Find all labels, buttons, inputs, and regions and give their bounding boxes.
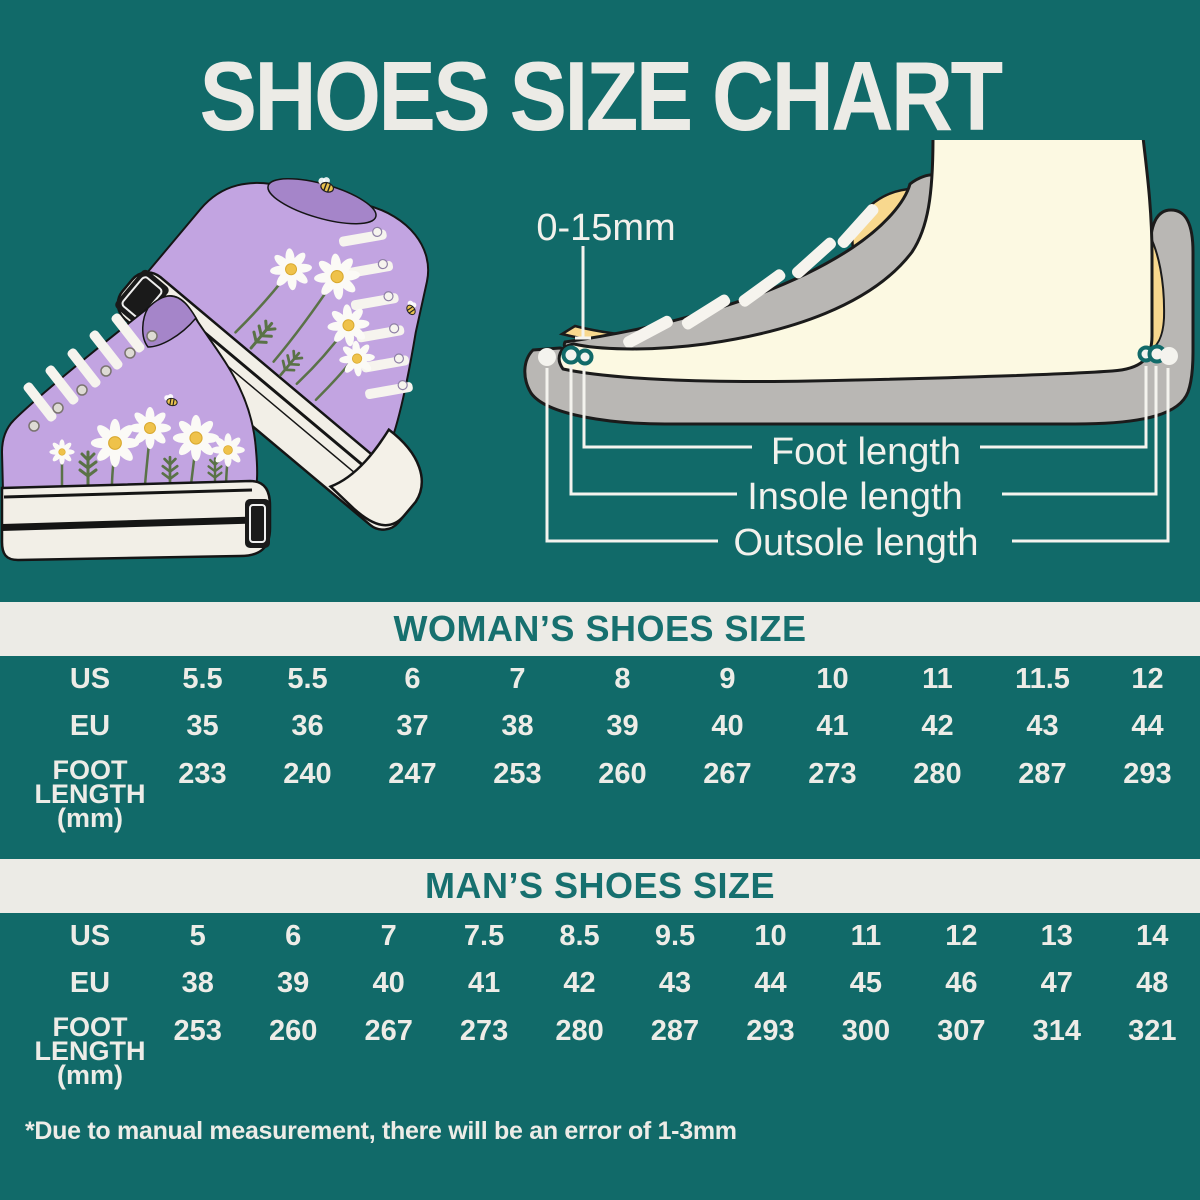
size-value: 314 [1032, 1015, 1081, 1047]
size-value: 260 [268, 1015, 318, 1047]
size-value: 8 [614, 663, 631, 695]
size-value: 5.5 [182, 663, 223, 695]
size-value: 44 [1131, 710, 1164, 742]
size-value: 287 [1018, 758, 1067, 790]
foot-measurement-diagram [523, 140, 1195, 543]
woman-table-title: WOMAN’S SHOES SIZE [393, 608, 807, 649]
size-value: 233 [178, 758, 227, 790]
size-value: 253 [173, 1015, 222, 1047]
size-table-row: EU 38 39 40 41 42 43 44 45 46 47 48 [0, 960, 1200, 1007]
row-label: US [69, 663, 111, 695]
size-value: 37 [396, 710, 429, 742]
size-value: 42 [921, 710, 954, 742]
size-value: 11 [850, 920, 882, 952]
measurement-dots [538, 344, 1178, 366]
size-value: 45 [849, 967, 883, 999]
size-value: 42 [563, 967, 596, 999]
size-value: 35 [186, 710, 219, 742]
size-value: 260 [598, 758, 647, 790]
size-value: 5.5 [287, 663, 328, 695]
size-value: 5 [189, 920, 206, 952]
row-label: EU [69, 967, 111, 999]
size-table-row: US 5.5 5.5 6 7 8 9 10 11 11.5 12 [0, 656, 1200, 703]
size-value: 7 [509, 663, 526, 695]
size-value: 44 [754, 967, 787, 999]
size-value: 14 [1136, 920, 1169, 952]
size-table-row: US 5 6 7 7.5 8.5 9.5 10 11 12 13 14 [0, 913, 1200, 960]
woman-size-table: US 5.5 5.5 6 7 8 9 10 11 11.5 12 EU 35 36 37 38 39 40 41 42… [0, 656, 1200, 850]
measurement-disclaimer: *Due to manual measurement, there will b… [25, 1117, 737, 1145]
size-value: 43 [658, 967, 692, 999]
row-label: US [69, 920, 111, 952]
front-shoe [0, 294, 272, 562]
size-value: 9.5 [654, 920, 696, 952]
row-label: FOOT LENGTH (mm) [34, 1012, 146, 1090]
size-value: 39 [606, 710, 639, 742]
toe-gap-label: 0-15mm [536, 207, 676, 249]
size-value: 287 [650, 1015, 700, 1047]
size-value: 267 [364, 1015, 413, 1047]
size-value: 307 [937, 1015, 986, 1047]
size-value: 12 [945, 920, 978, 952]
size-value: 13 [1040, 920, 1073, 952]
size-value: 41 [467, 967, 501, 999]
size-value: 39 [277, 967, 310, 999]
size-value: 6 [285, 920, 302, 952]
size-value: 247 [388, 758, 437, 790]
woman-table-header: WOMAN’S SHOES SIZE [0, 602, 1200, 656]
size-value: 40 [372, 967, 405, 999]
size-value: 40 [711, 710, 744, 742]
size-value: 47 [1040, 967, 1073, 999]
page-title: SHOES SIZE CHART [199, 41, 1003, 151]
size-value: 240 [283, 758, 332, 790]
row-label: FOOT LENGTH (mm) [34, 755, 146, 833]
man-size-table: US 5 6 7 7.5 8.5 9.5 10 11 12 13 14 EU 38 39 40 41 42 43 44… [0, 913, 1200, 1107]
row-label: EU [69, 710, 111, 742]
size-value: 38 [181, 967, 214, 999]
insole-length-label: Insole length [747, 476, 963, 518]
outsole-length-label: Outsole length [733, 522, 979, 564]
size-value: 43 [1026, 710, 1059, 742]
size-value: 273 [459, 1015, 509, 1047]
man-table-header: MAN’S SHOES SIZE [0, 859, 1200, 913]
size-table-row: FOOT LENGTH (mm) 233 240 247 253 260 267 273 280… [0, 750, 1200, 850]
size-value: 253 [493, 758, 542, 790]
size-value: 38 [501, 710, 534, 742]
size-value: 12 [1131, 663, 1164, 695]
size-table-row: FOOT LENGTH (mm) 253 260 267 273 280 287 293 300… [0, 1007, 1200, 1107]
size-value: 6 [404, 663, 421, 695]
size-value: 11.5 [1015, 663, 1070, 695]
size-value: 300 [841, 1015, 891, 1047]
size-value: 11 [922, 663, 953, 695]
size-value: 280 [555, 1015, 604, 1047]
size-value: 36 [291, 710, 324, 742]
size-value: 9 [719, 663, 736, 695]
size-value: 280 [913, 758, 962, 790]
size-value: 321 [1128, 1015, 1177, 1047]
size-value: 48 [1136, 967, 1169, 999]
size-value: 10 [754, 920, 787, 952]
size-table-row: EU 35 36 37 38 39 40 41 42 43 44 [0, 703, 1200, 750]
size-value: 293 [746, 1015, 795, 1047]
measurement-lines [545, 246, 1170, 543]
size-value: 273 [808, 758, 857, 790]
product-photo-shoes [0, 174, 430, 562]
size-value: 10 [816, 663, 849, 695]
size-value: 293 [1123, 758, 1172, 790]
size-value: 267 [703, 758, 752, 790]
man-table-title: MAN’S SHOES SIZE [424, 865, 776, 906]
size-value: 41 [816, 710, 849, 742]
size-value: 7 [380, 920, 397, 952]
size-value: 8.5 [559, 920, 600, 952]
size-value: 46 [945, 967, 978, 999]
foot-length-label: Foot length [770, 431, 962, 473]
size-value: 7.5 [463, 920, 505, 952]
